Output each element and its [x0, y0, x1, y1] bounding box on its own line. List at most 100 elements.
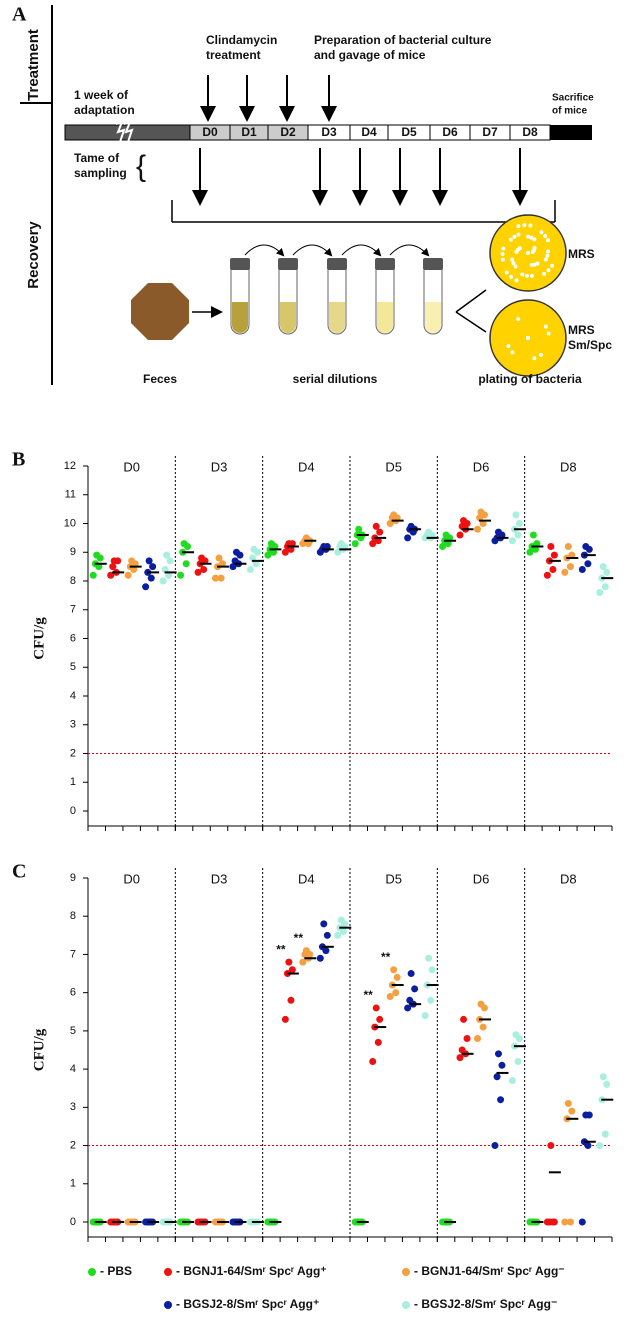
y-tick-label: 7 [70, 604, 76, 616]
point [596, 1142, 604, 1150]
y-tick-label: 6 [70, 987, 76, 999]
colony [543, 324, 548, 329]
colony [526, 336, 530, 340]
group-label: D0 [123, 459, 140, 474]
point [302, 534, 310, 542]
panel-label: B [12, 449, 25, 471]
point [550, 551, 558, 559]
point [545, 1218, 553, 1226]
point [264, 551, 272, 559]
tube-fill [377, 302, 393, 333]
colony [543, 257, 548, 262]
point [411, 985, 419, 993]
colony [516, 224, 521, 229]
point [491, 1142, 499, 1150]
side-label: Treatment [25, 29, 42, 101]
point [229, 563, 237, 571]
day-label: D4 [361, 125, 377, 139]
point [460, 1015, 468, 1023]
point [351, 540, 359, 548]
note: adaptation [74, 103, 135, 117]
point [376, 1015, 384, 1023]
panel-label: A [12, 4, 27, 26]
colony [500, 257, 505, 262]
break [115, 120, 134, 143]
legend-marker [88, 1268, 96, 1276]
point [474, 1035, 481, 1043]
day-label: D0 [202, 125, 218, 139]
point [406, 996, 414, 1004]
colony [522, 223, 527, 228]
colony [546, 331, 551, 336]
colony [520, 272, 525, 277]
colony [526, 251, 530, 255]
plate-label: MRS [568, 247, 595, 261]
point [599, 563, 607, 571]
point [165, 571, 173, 579]
point [219, 560, 226, 568]
plate-label: Sm/Spc [568, 338, 612, 352]
point [393, 973, 401, 981]
point [456, 1054, 464, 1062]
point [166, 557, 174, 565]
note: Clindamycin [206, 33, 277, 47]
point [508, 537, 516, 545]
point [198, 554, 206, 562]
colony [529, 273, 534, 278]
point [561, 1218, 569, 1226]
group-label: D8 [560, 871, 577, 886]
point [200, 566, 208, 573]
point [550, 1218, 558, 1226]
y-tick-label: 5 [70, 1025, 76, 1037]
point [460, 517, 468, 525]
point [421, 1012, 429, 1020]
colony [543, 233, 548, 238]
point [109, 563, 117, 571]
colony [529, 235, 534, 240]
day-box [509, 124, 551, 141]
plate-label: MRS [568, 323, 595, 337]
group-label: D3 [211, 871, 228, 886]
annotation: ** [276, 942, 286, 956]
point [514, 531, 522, 539]
point [299, 958, 307, 966]
colonies [500, 223, 555, 361]
point [163, 551, 171, 559]
y-tick-label: 5 [70, 661, 76, 673]
point [89, 571, 97, 579]
y-tick-label: 3 [70, 1101, 76, 1113]
point [566, 563, 574, 571]
colony [509, 274, 514, 279]
day-label: D3 [321, 125, 337, 139]
colony [546, 249, 551, 254]
point [285, 958, 293, 966]
transfer-arrow [389, 244, 430, 257]
day-label: D7 [482, 125, 498, 139]
y-tick-label: 8 [70, 575, 76, 587]
brace: { [136, 150, 146, 183]
point [386, 520, 394, 527]
point [512, 1031, 520, 1039]
point [159, 577, 167, 585]
annotation: ** [364, 988, 374, 1002]
group-label: D4 [298, 459, 315, 474]
legend-marker [164, 1268, 172, 1276]
point [425, 954, 433, 962]
colony [512, 234, 517, 239]
point [355, 525, 363, 533]
day-label: D1 [241, 125, 257, 139]
legend-label: - BGSJ2-8/Smʳ Spcʳ Agg⁺ [176, 1297, 319, 1311]
point [145, 557, 153, 565]
colony [513, 264, 518, 269]
point [252, 560, 260, 568]
tubes [230, 244, 443, 335]
y-tick-label: 10 [64, 517, 76, 529]
point [508, 1077, 516, 1085]
point [493, 1073, 501, 1081]
point [529, 531, 537, 539]
note: and gavage of mice [314, 48, 426, 62]
colony [545, 253, 550, 258]
y-tick-label: 4 [70, 1063, 76, 1075]
colony [538, 352, 543, 357]
y-tick-label: 9 [70, 546, 76, 558]
